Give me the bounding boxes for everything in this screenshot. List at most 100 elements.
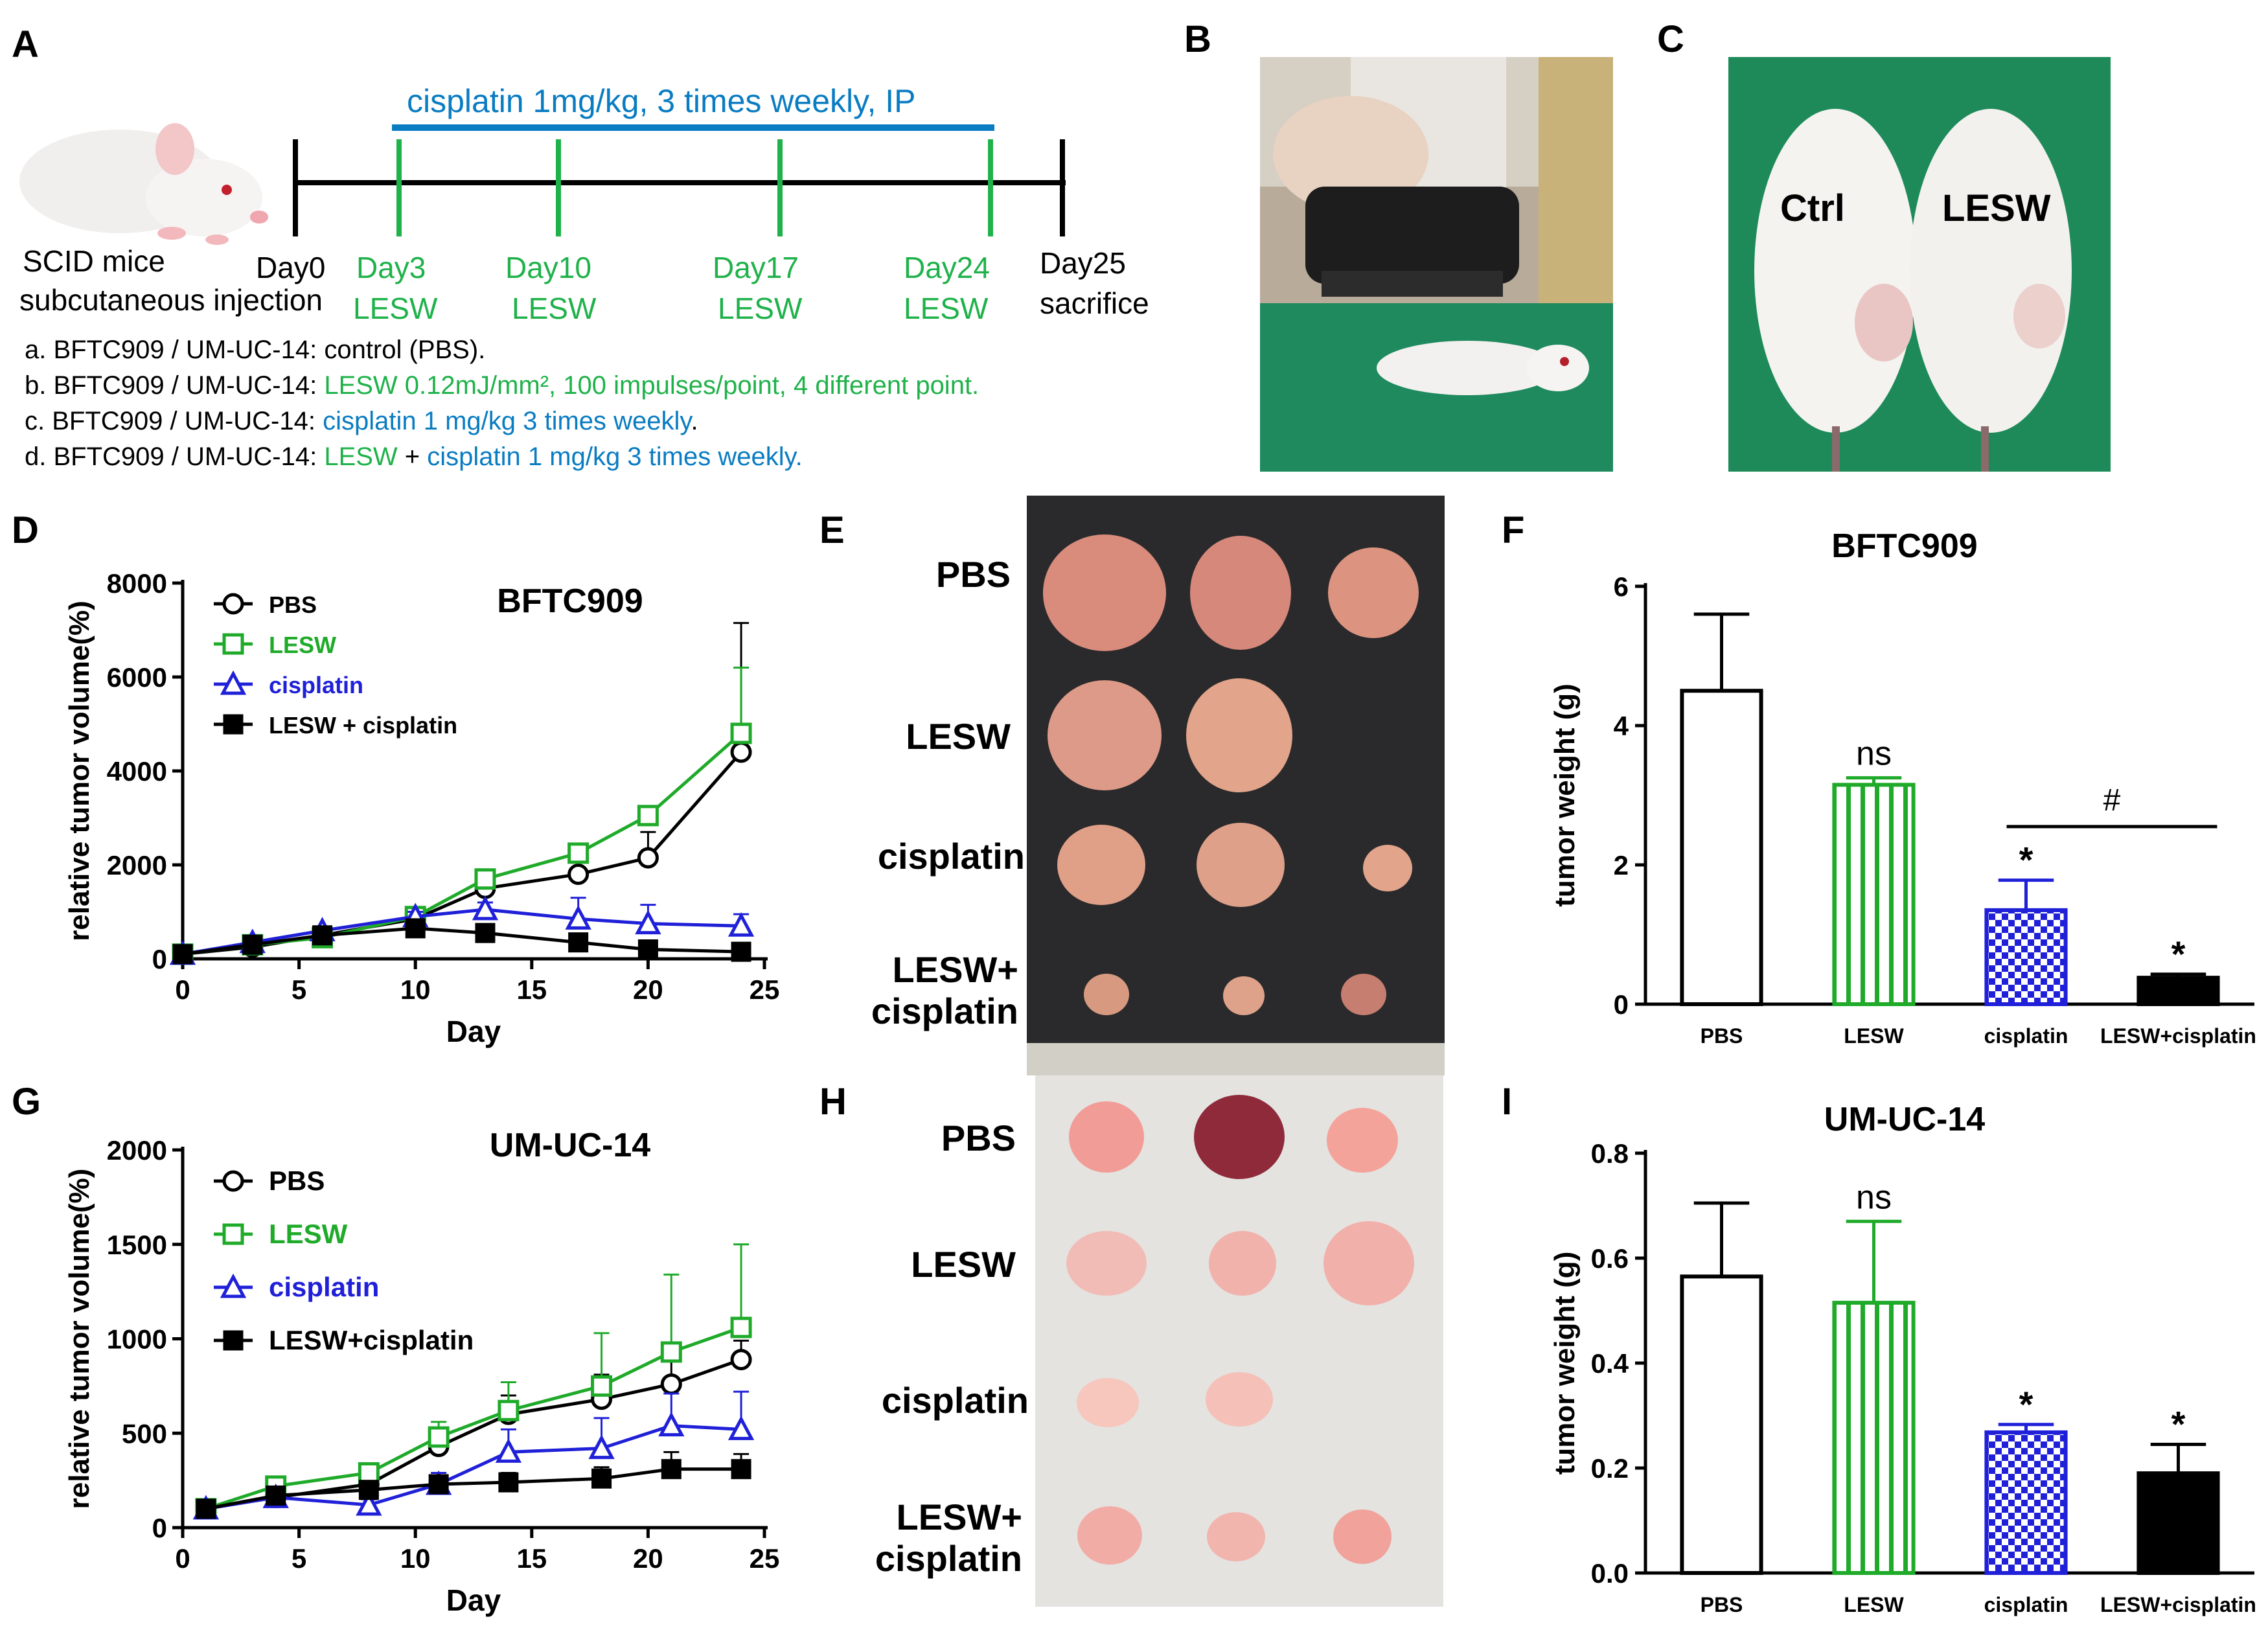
mice-comparison-photo: Ctrl LESW (1728, 57, 2111, 472)
timepoint-day0: Day0 (256, 251, 326, 284)
data-point (727, 1416, 755, 1440)
mouse-label-line1: SCID mice (23, 244, 165, 278)
y-tick-label: 500 (122, 1418, 167, 1449)
tick-day17 (777, 139, 783, 236)
series-line-2 (205, 1424, 742, 1511)
chart-f-bftc909-weight: 0 2 4 6 tumor weight (g) BFTC909 PBS LESW ns cisp… (1549, 527, 2256, 1048)
data-point (727, 912, 755, 937)
x-tick-label: 10 (400, 1543, 431, 1574)
legend-marker (223, 1330, 244, 1351)
group-d-plus: + (397, 442, 428, 471)
significance-star: * (2019, 840, 2033, 880)
category-label: PBS (1701, 1593, 1743, 1616)
combo-line2-h: cisplatin (875, 1538, 1022, 1579)
legend-label: LESW+cisplatin (269, 1325, 474, 1355)
data-point (591, 1468, 612, 1489)
group-a: a. BFTC909 / UM-UC-14: control (PBS). (25, 334, 485, 366)
legend-label: cisplatin (269, 672, 363, 698)
data-point (730, 722, 752, 744)
chart-i-umuc14-weight: 0.0 0.2 0.4 0.6 0.8 tumor weight (g) UM-UC-14 P… (1549, 1101, 2256, 1616)
tumor-row-label-combo-e: LESW+ cisplatin (849, 949, 1018, 1033)
tumor-row-label-pbs-h: PBS (941, 1118, 1016, 1158)
combo-line1-h: LESW+ (896, 1497, 1022, 1537)
data-point (565, 905, 591, 930)
timepoint-day25: Day25 (1040, 246, 1126, 280)
tumor-row-label-combo-h: LESW+ cisplatin (849, 1497, 1022, 1580)
umuc14-tumor-photo (1035, 1075, 1443, 1607)
tick-day25 (1060, 139, 1065, 236)
data-point (637, 805, 659, 827)
y-tick-label: 2000 (107, 850, 167, 880)
y-axis-label: relative tumor volume(%) (63, 601, 95, 941)
data-point (731, 941, 751, 962)
legend-marker (220, 1273, 247, 1298)
y-tick-label: 6 (1614, 571, 1629, 602)
y-tick-label: 0.4 (1591, 1348, 1629, 1379)
x-axis-label: Day (446, 1583, 501, 1617)
data-point (475, 923, 496, 943)
data-point (405, 918, 426, 939)
data-point (660, 1341, 682, 1363)
y-tick-label: 8000 (107, 568, 167, 599)
group-c-prefix: c. BFTC909 / UM-UC-14: (25, 407, 323, 435)
mouse-illustration (19, 123, 268, 245)
legend-label: cisplatin (269, 1272, 379, 1302)
bar-leswcisplatin (2136, 976, 2220, 1007)
panel-letter-e: E (819, 509, 845, 551)
data-point (637, 847, 659, 869)
y-tick-label: 2000 (107, 1135, 167, 1165)
ns-label: ns (1856, 1178, 1892, 1216)
tick-day10 (556, 139, 561, 236)
bar-lesw (1832, 783, 1916, 1006)
legend-label: LESW + cisplatin (269, 712, 457, 739)
data-point (591, 1375, 613, 1397)
group-c-period: . (691, 407, 698, 435)
group-a-prefix: a. BFTC909 / UM-UC-14: (25, 336, 325, 364)
y-tick-label: 1500 (107, 1230, 167, 1260)
x-tick-label: 0 (175, 1543, 190, 1574)
chart-title: BFTC909 (1831, 527, 1977, 565)
timeline-axis (295, 180, 1066, 185)
data-point (172, 944, 193, 965)
cisplatin-bar (392, 124, 994, 131)
series-line-2 (182, 908, 742, 956)
data-point (242, 934, 263, 955)
x-tick-label: 5 (292, 1543, 306, 1574)
group-b-text: LESW 0.12mJ/mm², 100 impulses/point, 4 d… (324, 371, 979, 400)
x-tick-label: 5 (292, 974, 306, 1005)
data-point (498, 1472, 519, 1493)
legend-label: LESW (269, 1219, 348, 1249)
y-tick-label: 1000 (107, 1324, 167, 1355)
panel-letter-b: B (1184, 18, 1211, 60)
category-label: LESW+cisplatin (2100, 1024, 2256, 1048)
tick-day0 (293, 139, 298, 236)
y-axis-label: tumor weight (g) (1549, 1252, 1581, 1475)
data-point (568, 932, 589, 953)
y-tick-label: 4 (1614, 711, 1629, 741)
significance-star: * (2171, 934, 2186, 974)
group-c: c. BFTC909 / UM-UC-14: cisplatin 1 mg/kg… (25, 405, 698, 437)
panel-letter-c: C (1657, 18, 1684, 60)
data-point (472, 895, 499, 921)
x-tick-label: 20 (633, 974, 663, 1005)
x-axis-label: Day (446, 1015, 501, 1048)
x-tick-label: 25 (750, 974, 780, 1005)
ns-label: ns (1856, 735, 1892, 773)
category-label: cisplatin (1984, 1024, 2068, 1048)
data-point (567, 864, 590, 885)
tumor-row-label-lesw-h: LESW (911, 1244, 1016, 1285)
data-point (660, 1373, 682, 1395)
data-point (474, 868, 496, 890)
y-tick-label: 4000 (107, 756, 167, 786)
series-line-3 (205, 1467, 742, 1511)
category-label: LESW (1844, 1024, 1904, 1048)
data-point (196, 1498, 216, 1519)
data-point (356, 1491, 382, 1516)
group-a-text: control (PBS). (324, 336, 486, 364)
chart-d-bftc909-volume: 0 2000 4000 6000 8000 0 5 10 15 20 25 Day relative t… (63, 568, 780, 1048)
y-tick-label: 0 (152, 1513, 167, 1543)
legend-label: LESW (269, 632, 336, 658)
bftc909-tumor-photo (1027, 496, 1445, 1075)
data-point (730, 1316, 752, 1338)
bar-cisplatin (1984, 908, 2068, 1006)
